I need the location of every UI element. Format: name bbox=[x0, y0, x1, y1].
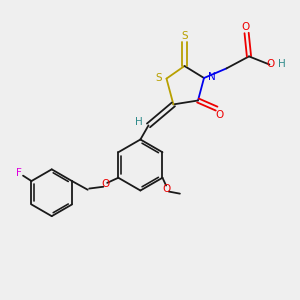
Text: H: H bbox=[278, 59, 286, 69]
Text: O: O bbox=[267, 59, 275, 69]
Text: O: O bbox=[102, 179, 110, 189]
Text: S: S bbox=[156, 73, 162, 83]
Text: O: O bbox=[163, 184, 171, 194]
Text: O: O bbox=[241, 22, 249, 32]
Text: H: H bbox=[135, 117, 143, 127]
Text: F: F bbox=[16, 168, 22, 178]
Text: O: O bbox=[215, 110, 223, 120]
Text: N: N bbox=[208, 72, 215, 82]
Text: S: S bbox=[181, 31, 188, 41]
